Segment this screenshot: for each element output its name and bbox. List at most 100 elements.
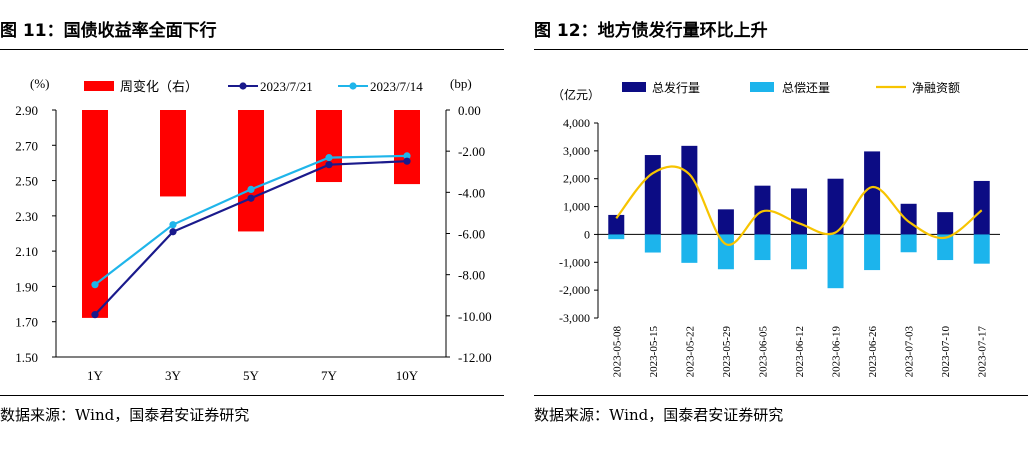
source-rule <box>0 395 504 396</box>
bar-total-repayment <box>681 234 698 263</box>
figure-title: 图 12：地方债发行量环比上升 <box>534 21 768 41</box>
bar-total-issuance <box>754 185 771 235</box>
line-point <box>403 152 411 160</box>
legend-swatch-weekly-change <box>84 81 114 91</box>
bar-total-repayment <box>717 234 734 270</box>
y-tick-label: 2,000 <box>563 172 590 186</box>
y-left-tick-label: 1.90 <box>15 279 38 294</box>
y-tick-label: 1,000 <box>563 200 590 214</box>
legend-label: 总发行量 <box>652 80 700 95</box>
line-point <box>247 185 255 193</box>
bar-total-repayment <box>864 234 881 271</box>
y-right-tick-label: -2.00 <box>458 144 485 159</box>
legend-label: 总偿还量 <box>782 80 830 95</box>
line-point <box>247 194 255 202</box>
legend-marker <box>349 82 357 90</box>
legend-label: 2023/7/14 <box>370 79 423 94</box>
x-tick-label: 1Y <box>87 368 104 383</box>
bar-total-repayment <box>791 234 807 270</box>
y-left-tick-label: 2.30 <box>15 209 38 224</box>
bar-total-issuance <box>900 203 917 235</box>
legend-marker <box>239 82 247 90</box>
bar-total-issuance <box>864 151 881 235</box>
legend-label: 2023/7/21 <box>260 79 313 94</box>
x-tick-label: 3Y <box>165 368 182 383</box>
bar-total-repayment <box>900 234 917 253</box>
bar-weekly-change <box>160 110 186 197</box>
legend-swatch-total-issuance <box>622 82 646 92</box>
y-right-tick-label: -8.00 <box>458 268 485 283</box>
y-right-tick-label: -12.00 <box>458 350 492 365</box>
bar-total-repayment <box>754 234 771 261</box>
bar-total-issuance <box>681 145 698 235</box>
line-point <box>325 161 333 169</box>
line-net-financing <box>615 165 983 246</box>
x-tick-label: 2023-07-10 <box>940 326 952 378</box>
bar-total-repayment <box>973 234 990 264</box>
x-tick-label: 2023-05-15 <box>648 326 660 378</box>
y-tick-label: 4,000 <box>563 116 590 130</box>
y-right-tick-label: -6.00 <box>458 227 485 242</box>
y-left-unit: (%) <box>30 76 50 91</box>
line-point <box>169 228 177 236</box>
title-rule <box>0 49 504 50</box>
x-tick-label: 2023-06-05 <box>757 326 769 378</box>
local-bond-chart: 4,000 3,000 2,000 1,000 0 -1,000 -2,000 -3,000 （… <box>552 80 1000 378</box>
x-tick-label: 7Y <box>321 368 338 383</box>
y-left-tick-label: 1.70 <box>15 315 38 330</box>
bar-total-repayment <box>827 234 844 289</box>
yield-chart: 2.90 2.70 2.50 2.30 2.10 1.90 1.70 1.50 0.00 -2.0… <box>15 76 492 383</box>
y-left-tick-label: 2.70 <box>15 138 38 153</box>
legend-label: 周变化（右） <box>120 79 198 94</box>
y-right-tick-label: -4.00 <box>458 185 485 200</box>
legend-label: 净融资额 <box>912 81 960 95</box>
bar-total-issuance <box>608 214 625 235</box>
y-right-tick-label: -10.00 <box>458 309 492 324</box>
bar-total-repayment <box>644 234 661 253</box>
y-tick-label: -2,000 <box>559 283 590 297</box>
y-tick-label: -3,000 <box>559 311 590 325</box>
bar-weekly-change <box>316 110 342 183</box>
y-left-tick-label: 2.10 <box>15 244 38 259</box>
bar-total-issuance <box>937 212 954 235</box>
x-tick-label: 2023-07-03 <box>904 326 916 378</box>
bar-total-issuance <box>791 188 807 235</box>
y-right-unit: (bp) <box>450 76 472 91</box>
figure-11: 图 11：国债收益率全面下行 2.90 2.70 2.50 2.30 2.10 1.90 1… <box>0 21 504 424</box>
bar-total-issuance <box>717 209 734 235</box>
line-point <box>91 311 99 319</box>
bar-total-issuance <box>644 155 661 235</box>
bar-total-repayment <box>937 234 954 261</box>
bar-total-issuance <box>827 178 844 235</box>
line-point <box>325 154 333 162</box>
line-point <box>403 157 411 165</box>
x-tick-label: 2023-05-08 <box>611 326 623 378</box>
y-left-tick-label: 2.90 <box>15 103 38 118</box>
x-tick-label: 2023-06-26 <box>867 326 879 378</box>
x-tick-label: 10Y <box>396 368 419 383</box>
line-point <box>91 281 99 289</box>
x-tick-label: 2023-05-22 <box>684 326 696 377</box>
source-rule <box>534 395 1028 396</box>
y-unit: （亿元） <box>552 87 600 102</box>
y-right-tick-label: 0.00 <box>458 103 481 118</box>
x-tick-label: 5Y <box>243 368 260 383</box>
x-tick-label: 2023-07-17 <box>977 326 989 378</box>
bar-weekly-change <box>238 110 264 232</box>
y-tick-label: 0 <box>584 227 590 241</box>
title-rule <box>534 49 1028 50</box>
source-note: 数据来源：Wind，国泰君安证券研究 <box>534 406 784 424</box>
x-tick-label: 2023-06-12 <box>794 326 806 377</box>
bar-weekly-change <box>394 110 420 185</box>
x-tick-label: 2023-05-29 <box>721 326 733 378</box>
line-point <box>169 221 177 229</box>
y-left-tick-label: 1.50 <box>15 350 38 365</box>
figure-title: 图 11：国债收益率全面下行 <box>0 21 217 41</box>
figure-12: 图 12：地方债发行量环比上升 4,000 3,000 2,000 1,000 0 -1,… <box>520 0 1028 459</box>
source-note: 数据来源：Wind，国泰君安证券研究 <box>0 406 250 424</box>
legend-swatch-total-repayment <box>750 82 774 92</box>
y-tick-label: -1,000 <box>559 255 590 269</box>
bar-total-repayment <box>608 234 625 240</box>
y-left-tick-label: 2.50 <box>15 174 38 189</box>
bar-total-issuance <box>973 180 990 235</box>
